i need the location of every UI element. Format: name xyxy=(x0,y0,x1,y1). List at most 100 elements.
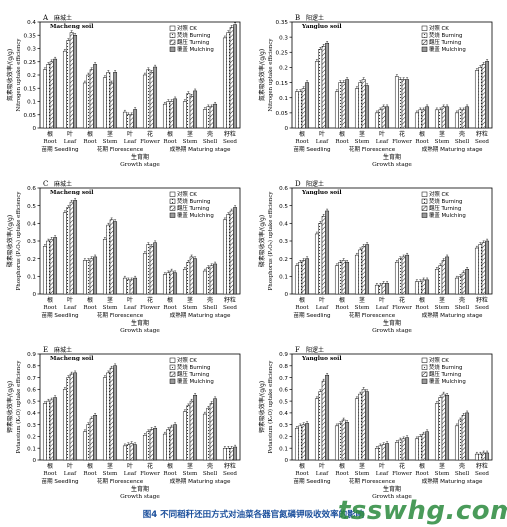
y-tick-label: 0.5 xyxy=(279,399,288,405)
y-tick-label: 0.3 xyxy=(279,423,288,429)
bar-turning xyxy=(361,79,366,129)
x-tick-label-en: Stem xyxy=(355,305,370,311)
bar-burning xyxy=(186,93,191,129)
legend-swatch-ck xyxy=(421,357,428,363)
x-tick-label-en: Flower xyxy=(392,139,412,145)
x-tick-label-cn: 籽粒 xyxy=(476,462,488,470)
soil-name-cn: 阳逻土 xyxy=(306,14,324,22)
panel-f: 0 0.1 0.2 0.3 0.4 0.5 0.6 0.7 0.8 0.9 钾素吸收效率/(g/g)… xyxy=(258,346,493,500)
soil-name-cn: 麻城土 xyxy=(54,346,72,354)
bar-turning xyxy=(149,246,154,295)
legend-label-turning: 翻压 Turning xyxy=(429,204,461,212)
x-tick-label-en: Root xyxy=(163,139,177,145)
bar-turning xyxy=(89,258,94,295)
bar-turning xyxy=(301,88,306,129)
bar-turning xyxy=(401,256,406,295)
legend-swatch-turning xyxy=(421,205,428,211)
bar-ck xyxy=(42,69,47,129)
bar-turning xyxy=(189,256,194,295)
y-tick-label: 0.8 xyxy=(279,364,288,370)
bar-turning xyxy=(209,403,214,461)
bar-mulching xyxy=(53,237,58,295)
bar-ck xyxy=(122,111,127,129)
bar-ck xyxy=(414,438,419,461)
watermark: tsswhg.com xyxy=(338,496,507,526)
y-tick-label: 0.9 xyxy=(27,352,36,358)
x-tick-label-cn: 壳 xyxy=(207,130,213,138)
bar-ck xyxy=(102,77,107,129)
legend-label-mulching: 覆盖 Mulching xyxy=(429,377,466,385)
bar-burning xyxy=(206,407,211,461)
x-tick-label-cn: 根 xyxy=(299,462,305,470)
bar-turning xyxy=(129,279,134,295)
x-tick-label-cn: 壳 xyxy=(207,462,213,470)
bar-burning xyxy=(478,67,483,129)
y-tick-label: 0.2 xyxy=(27,435,36,441)
x-tick-label-cn: 根 xyxy=(167,130,173,138)
bar-burning xyxy=(358,82,363,129)
y-axis-label-en: Nitrogen uptake efficiency xyxy=(268,38,274,112)
y-axis-label: 钾素吸收效率/(g/g) Potassium (K₂O) uptake effic… xyxy=(258,360,274,454)
panel-letter: B xyxy=(295,14,300,22)
x-tick-label-en: Root xyxy=(43,471,57,477)
x-tick-label-en: Leaf xyxy=(316,305,329,311)
bar-ck xyxy=(354,88,359,129)
bar-mulching xyxy=(133,444,138,461)
bar-burning xyxy=(166,429,171,461)
panel-b: 0 0.05 0.1 0.15 0.2 0.25 0.3 0.35 氮素吸收效率/(g/g) Ni… xyxy=(258,14,493,168)
y-tick-label: 0 xyxy=(32,126,36,132)
y-axis-label: 磷素吸收效率/(g/g) Phosphorus (P₂O₅) uptake eff… xyxy=(6,191,22,291)
x-tick-label-cn: 籽粒 xyxy=(224,130,236,138)
stage-group-label: 苗期 Seedling xyxy=(293,311,331,319)
x-tick-label-en: Stem xyxy=(103,139,118,145)
x-tick-label-en: Flower xyxy=(140,139,160,145)
y-tick-label: 0.5 xyxy=(279,204,288,210)
bar-ck xyxy=(394,442,399,461)
bar-mulching xyxy=(445,394,450,461)
bar-ck xyxy=(334,425,339,461)
bar-mulching xyxy=(365,85,370,129)
bar-ck xyxy=(162,103,167,129)
x-tick-label-cn: 花 xyxy=(399,462,405,470)
y-tick-label: 0.5 xyxy=(27,399,36,405)
legend-label-mulching: 覆盖 Mulching xyxy=(177,45,214,53)
bar-burning xyxy=(226,214,231,295)
x-tick-label-en: Root xyxy=(163,471,177,477)
x-tick-label-cn: 壳 xyxy=(459,130,465,138)
bar-burning xyxy=(86,74,91,129)
legend-swatch-ck xyxy=(169,357,176,363)
legend-label-burning: 焚烧 Burning xyxy=(429,197,462,205)
x-tick-label-en: Leaf xyxy=(376,471,389,477)
x-tick-label-en: Root xyxy=(295,305,309,311)
legend-label-turning: 翻压 Turning xyxy=(177,38,209,46)
bar-mulching xyxy=(425,279,430,295)
bar-ck xyxy=(314,233,319,295)
soil-name-en: Yangluo soil xyxy=(301,356,342,362)
y-tick-label: 0 xyxy=(32,458,36,464)
y-tick-label: 0.2 xyxy=(279,435,288,441)
bar-turning xyxy=(89,418,94,461)
x-axis-title-cn: 生育期 xyxy=(383,153,401,161)
bar-ck xyxy=(374,284,379,295)
x-tick-label-cn: 根 xyxy=(47,130,53,138)
bar-mulching xyxy=(345,422,350,461)
x-tick-label-en: Root xyxy=(415,471,429,477)
bar-burning xyxy=(458,276,463,295)
x-tick-label-en: Flower xyxy=(392,471,412,477)
bar-ck xyxy=(102,239,107,295)
x-tick-label-cn: 叶 xyxy=(379,130,385,138)
bar-ck xyxy=(142,74,147,129)
y-tick-label: 0.3 xyxy=(27,239,36,245)
x-axis-title-cn: 生育期 xyxy=(383,485,401,493)
bar-ck xyxy=(82,82,87,129)
bar-burning xyxy=(166,272,171,295)
bar-ck xyxy=(294,91,299,129)
y-tick-label: 0 xyxy=(32,292,36,298)
stage-group-label: 苗期 Seedling xyxy=(41,311,79,319)
bar-turning xyxy=(481,242,486,295)
bar-burning xyxy=(226,447,231,461)
bar-burning xyxy=(126,444,131,461)
bar-mulching xyxy=(93,64,98,129)
bar-mulching xyxy=(93,415,98,461)
bar-burning xyxy=(66,40,71,129)
